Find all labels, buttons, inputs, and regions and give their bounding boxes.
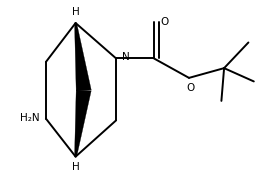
Polygon shape (75, 90, 91, 157)
Text: O: O (161, 17, 169, 27)
Text: H: H (72, 162, 79, 172)
Text: O: O (186, 83, 194, 93)
Text: H₂N: H₂N (19, 113, 39, 123)
Polygon shape (75, 23, 91, 91)
Text: H: H (72, 7, 79, 17)
Text: N: N (122, 52, 130, 62)
